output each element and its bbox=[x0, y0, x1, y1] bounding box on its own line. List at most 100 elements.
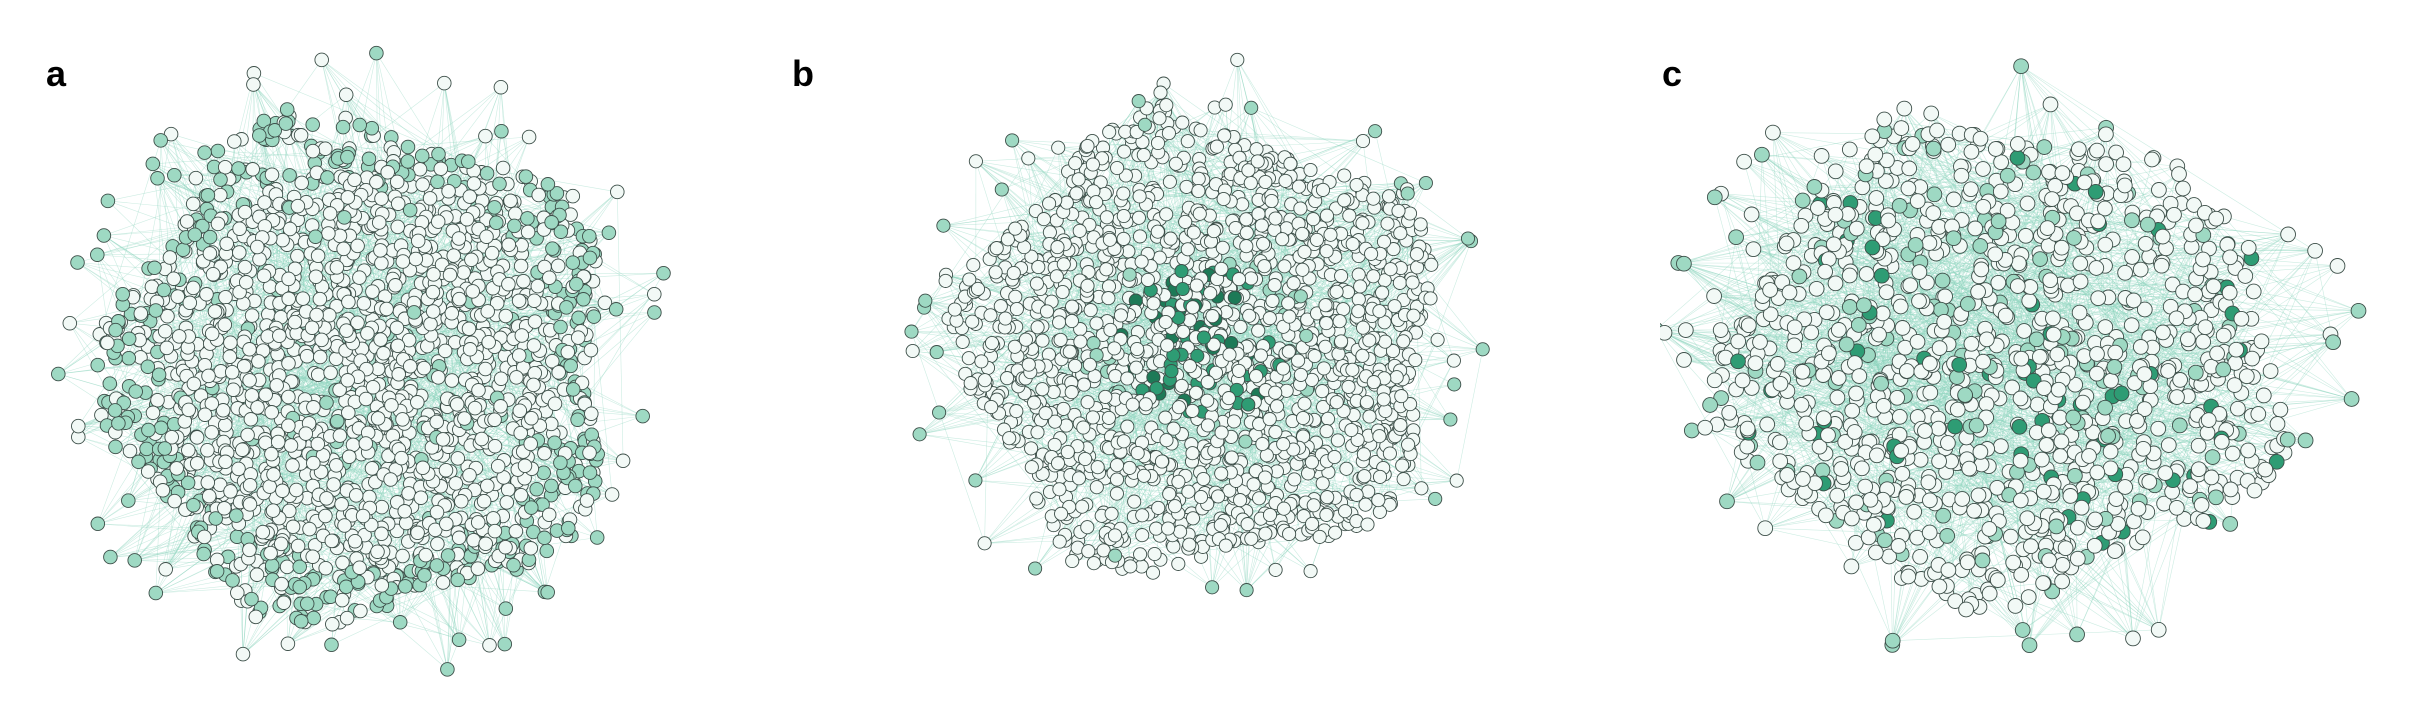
outlier-node bbox=[103, 549, 118, 565]
network-node bbox=[274, 576, 289, 592]
network-node bbox=[304, 320, 320, 335]
network-node bbox=[374, 578, 390, 593]
network-node bbox=[544, 215, 559, 230]
network-node bbox=[290, 248, 305, 264]
network-node bbox=[295, 291, 311, 306]
network-node bbox=[305, 549, 320, 564]
network-node bbox=[334, 592, 350, 608]
network-node bbox=[329, 413, 345, 429]
network-node bbox=[444, 373, 460, 388]
network-node bbox=[200, 442, 215, 458]
network-node bbox=[374, 499, 390, 515]
network-node bbox=[310, 436, 326, 452]
network-node bbox=[257, 195, 272, 210]
network-node bbox=[461, 321, 477, 337]
network-node bbox=[318, 141, 333, 156]
network-node bbox=[369, 174, 384, 190]
network-node bbox=[281, 418, 296, 433]
outlier-node bbox=[108, 439, 123, 455]
network-node bbox=[218, 289, 233, 305]
network-node bbox=[157, 441, 173, 456]
network-node bbox=[373, 243, 388, 258]
network-node bbox=[264, 167, 280, 182]
network-node bbox=[474, 431, 489, 447]
outlier-node bbox=[71, 418, 86, 434]
network-node bbox=[495, 160, 511, 176]
network-node bbox=[275, 483, 290, 499]
network-node bbox=[281, 291, 296, 307]
network-node bbox=[586, 309, 602, 324]
network-node bbox=[306, 610, 321, 626]
network-node bbox=[390, 196, 406, 211]
network-node bbox=[145, 405, 161, 421]
network-node bbox=[318, 508, 333, 524]
network-node bbox=[290, 538, 306, 554]
network-node bbox=[237, 204, 253, 220]
network-node bbox=[245, 162, 260, 177]
network-node bbox=[559, 300, 574, 315]
network-node bbox=[263, 545, 278, 561]
network-node bbox=[466, 176, 482, 191]
network-node bbox=[400, 154, 416, 169]
network-node bbox=[244, 308, 260, 323]
edge bbox=[99, 140, 161, 335]
network-node bbox=[584, 406, 599, 421]
network-node bbox=[324, 533, 340, 549]
network-node bbox=[272, 328, 287, 344]
edge bbox=[617, 191, 624, 461]
network-node bbox=[242, 342, 257, 357]
network-node bbox=[285, 458, 300, 473]
network-node bbox=[365, 284, 380, 299]
network-node bbox=[312, 349, 328, 365]
network-node bbox=[395, 412, 410, 427]
outlier-node bbox=[589, 530, 605, 545]
network-node bbox=[185, 196, 201, 212]
network-node bbox=[568, 478, 583, 494]
network-node bbox=[222, 349, 238, 364]
network-node bbox=[352, 117, 367, 133]
network-node bbox=[175, 242, 191, 258]
network-node bbox=[526, 377, 541, 393]
edge bbox=[1407, 193, 1469, 239]
network-node bbox=[531, 187, 546, 203]
network-node bbox=[224, 364, 240, 380]
network-node bbox=[323, 365, 338, 380]
network-node bbox=[256, 268, 272, 283]
network-node bbox=[223, 484, 238, 499]
network-node bbox=[470, 515, 486, 530]
network-node bbox=[500, 482, 516, 498]
network-node bbox=[417, 568, 432, 583]
edge bbox=[1456, 349, 1483, 481]
edge bbox=[160, 140, 183, 434]
network-node bbox=[429, 414, 444, 430]
network-node bbox=[360, 326, 375, 341]
network-node bbox=[252, 251, 267, 267]
network-node bbox=[90, 357, 105, 373]
network-node bbox=[248, 609, 264, 625]
edge bbox=[984, 496, 1067, 544]
network-node bbox=[506, 557, 521, 573]
network-node bbox=[275, 232, 290, 248]
outlier-node bbox=[62, 315, 78, 331]
network-node bbox=[326, 477, 341, 492]
network-node bbox=[361, 151, 377, 167]
network-node bbox=[487, 438, 503, 454]
outlier-node bbox=[440, 662, 455, 677]
network-node bbox=[139, 441, 154, 457]
network-node bbox=[364, 461, 380, 476]
network-node bbox=[325, 616, 340, 632]
edge bbox=[919, 434, 1043, 456]
network-node bbox=[302, 521, 317, 537]
edge bbox=[919, 328, 1163, 435]
network-node bbox=[336, 241, 351, 257]
network-node bbox=[493, 399, 508, 414]
edge bbox=[435, 445, 561, 463]
network-node bbox=[348, 488, 364, 503]
network-node bbox=[235, 442, 250, 457]
outlier-node bbox=[494, 123, 509, 139]
network-node bbox=[262, 479, 277, 494]
network-node bbox=[553, 319, 568, 335]
network-node bbox=[450, 572, 465, 588]
outlier-node bbox=[96, 228, 112, 243]
network-node bbox=[570, 330, 586, 345]
